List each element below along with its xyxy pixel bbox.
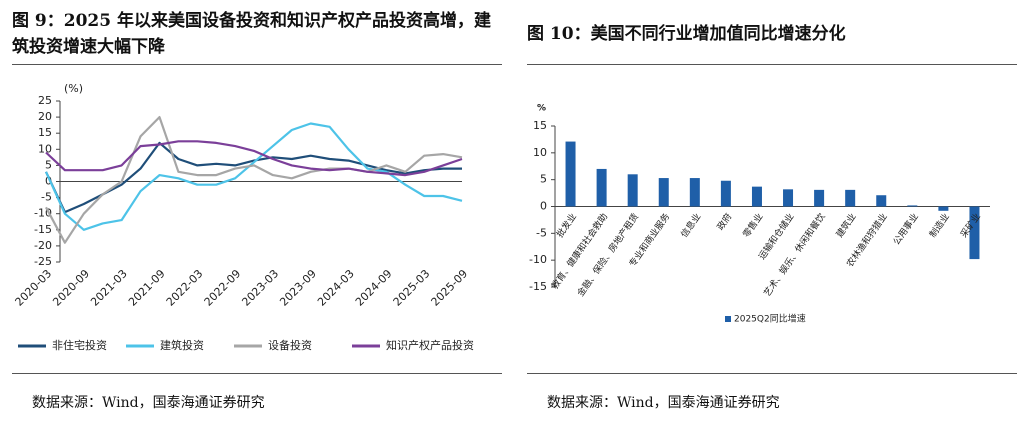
- x-tick-label: 教育、健康和社会救助: [549, 211, 610, 292]
- y-tick-label: 25: [38, 94, 52, 107]
- x-tick-label: 金融、保险、房地产租赁: [575, 211, 642, 299]
- y-tick-label: 15: [38, 126, 52, 139]
- y-tick-label: -25: [34, 255, 52, 268]
- x-tick-label: 2024-03: [315, 267, 357, 309]
- panel-left: 图 9：2025 年以来美国设备投资和知识产权产品投资高增，建筑投资增速大幅下降…: [0, 0, 505, 425]
- line-series: [45, 116, 463, 244]
- x-tick-label: 艺术、娱乐、休闲和餐饮: [761, 211, 828, 299]
- bar: [565, 141, 576, 207]
- panel-right: 图 10：美国不同行业增加值同比增速分化 -15 -10 -5 0 5 10 15% 2025…: [515, 0, 1024, 425]
- x-tick-label: 批发业: [554, 211, 579, 240]
- y-tick-label: -5: [41, 191, 52, 204]
- y-tick-label: -15: [34, 223, 52, 236]
- bar: [751, 186, 762, 207]
- chart: -25-20-15-10-50510152025(%)2020-032020-0…: [13, 82, 474, 352]
- legend-label: 知识产权产品投资: [386, 338, 474, 352]
- rule: [12, 373, 502, 374]
- line-series: [44, 122, 463, 231]
- bar: [689, 178, 700, 207]
- bar: [907, 205, 918, 207]
- chart-title: 图 9：2025 年以来美国设备投资和知识产权产品投资高增，建筑投资增速大幅下降: [12, 11, 491, 57]
- rule: [527, 373, 1017, 374]
- x-tick-label: 2023-03: [239, 267, 281, 309]
- y-tick-label: -15: [529, 280, 547, 293]
- bar: [720, 180, 731, 207]
- x-tick-label: 2021-09: [126, 267, 168, 309]
- bar: [969, 206, 980, 260]
- y-tick-label: 10: [38, 142, 52, 155]
- x-tick-label: 2022-03: [164, 267, 206, 309]
- y-tick-label: -5: [536, 226, 547, 239]
- y-tick-label: 5: [45, 158, 52, 171]
- chart-title: 图 10：美国不同行业增加值同比增速分化: [527, 24, 846, 44]
- x-tick-label: 2022-09: [202, 267, 244, 309]
- bar: [783, 189, 794, 207]
- legend-label: 设备投资: [268, 338, 312, 352]
- x-tick-label: 公用事业: [890, 211, 920, 247]
- x-tick-label: 2025-03: [391, 267, 433, 309]
- source: 数据来源：Wind，国泰海通证券研究: [547, 395, 780, 411]
- bar: [627, 174, 638, 207]
- rule: [527, 64, 1017, 65]
- x-tick-label: 2020-09: [50, 267, 92, 309]
- y-tick-label: -10: [529, 253, 547, 266]
- x-tick-label: 制造业: [927, 211, 952, 240]
- bar: [845, 189, 856, 207]
- y-tick-label: 5: [540, 173, 547, 186]
- x-tick-label: 政府: [714, 211, 734, 233]
- bar: [876, 195, 887, 207]
- x-tick-label: 2023-09: [277, 267, 319, 309]
- y-tick-label: -20: [34, 239, 52, 252]
- line-series: [45, 141, 462, 214]
- x-tick-label: 2021-03: [88, 267, 130, 309]
- x-tick-label: 2024-09: [353, 267, 395, 309]
- x-tick-label: 零售业: [740, 211, 765, 240]
- x-tick-label: 2025-09: [429, 267, 471, 309]
- bar: [814, 189, 825, 207]
- y-tick-label: 0: [45, 175, 52, 188]
- y-axis-label: (%): [64, 82, 83, 95]
- legend-swatch: [725, 316, 731, 322]
- x-tick-label: 2020-03: [13, 267, 55, 309]
- y-tick-label: 15: [533, 119, 547, 132]
- y-axis-label: %: [537, 104, 546, 114]
- bar: [658, 178, 669, 207]
- y-tick-label: 20: [38, 110, 52, 123]
- legend-label: 2025Q2同比增速: [734, 313, 806, 325]
- legend-label: 非住宅投资: [52, 338, 107, 352]
- y-tick-label: 10: [533, 146, 547, 159]
- bar: [596, 168, 607, 207]
- x-tick-label: 建筑业: [833, 211, 858, 240]
- source: 数据来源：Wind，国泰海通证券研究: [32, 395, 265, 411]
- chart: -15 -10 -5 0 5 10 15% 2025Q2同比增速 批发业教育、健康和社会救助金融…: [529, 104, 990, 325]
- y-tick-label: 0: [540, 200, 547, 213]
- x-tick-label: 信息业: [678, 211, 703, 240]
- legend-label: 建筑投资: [160, 338, 204, 352]
- line-series: [45, 140, 463, 177]
- bar: [938, 206, 949, 211]
- rule: [12, 64, 502, 65]
